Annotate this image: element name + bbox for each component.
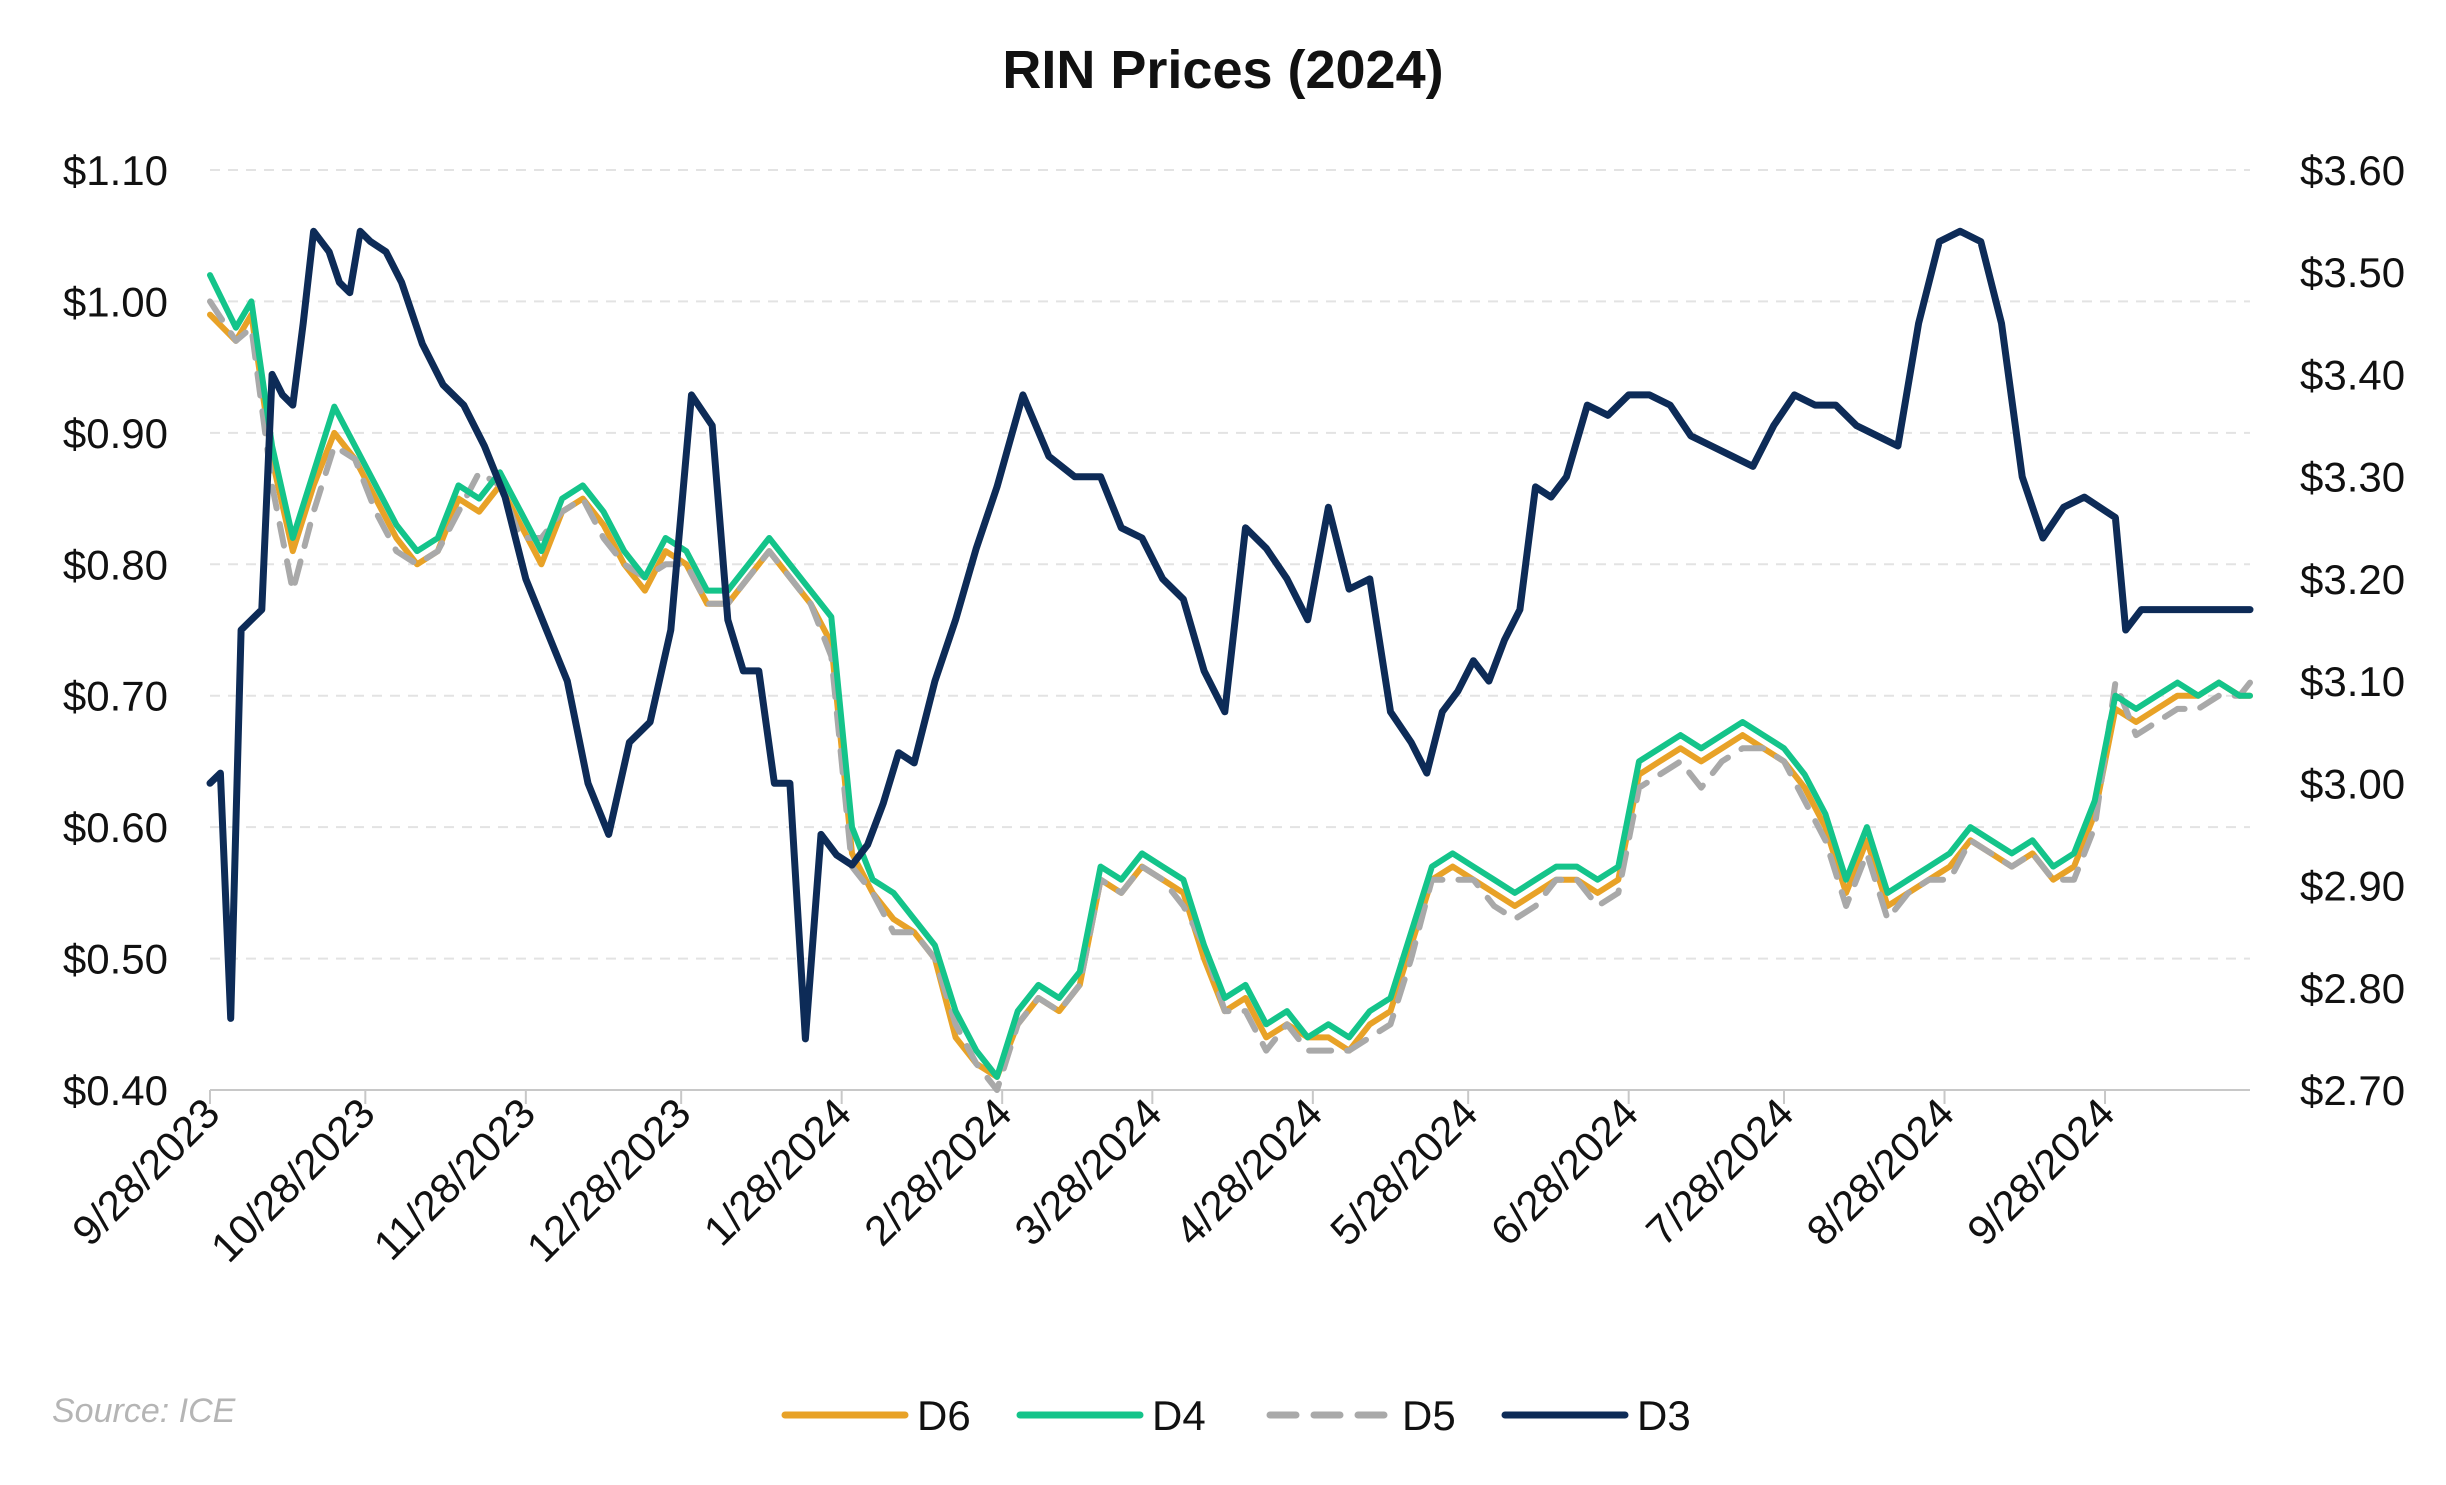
left-tick-label: $0.70 (63, 673, 168, 720)
left-y-axis: $0.40 $0.50 $0.60 $0.70 $0.80 $0.90 $1.00 $1.10 (63, 147, 168, 1114)
left-tick-label: $1.10 (63, 147, 168, 194)
x-tick-label: 12/28/2023 (518, 1089, 700, 1271)
right-tick-label: $3.10 (2300, 658, 2405, 705)
x-tick-label: 10/28/2023 (202, 1089, 384, 1271)
left-tick-label: $0.60 (63, 804, 168, 851)
chart-title: RIN Prices (2024) (1002, 40, 1443, 100)
right-tick-label: $3.00 (2300, 760, 2405, 807)
legend: D6 D4 D5 D3 (785, 1392, 1691, 1439)
right-tick-label: $3.20 (2300, 556, 2405, 603)
x-tick-label: 8/28/2024 (1798, 1089, 1963, 1254)
x-tick-label: 4/28/2024 (1166, 1089, 1331, 1254)
legend-label-d4: D4 (1152, 1392, 1206, 1439)
x-tick-label: 1/28/2024 (695, 1089, 860, 1254)
left-tick-label: $0.50 (63, 936, 168, 983)
x-tick-label: 11/28/2023 (365, 1089, 545, 1269)
legend-label-d3: D3 (1637, 1392, 1691, 1439)
series-line-d3 (210, 231, 2250, 1039)
legend-label-d6: D6 (917, 1392, 971, 1439)
legend-label-d5: D5 (1402, 1392, 1456, 1439)
left-tick-label: $0.80 (63, 541, 168, 588)
right-tick-label: $3.50 (2300, 249, 2405, 296)
x-tick-label: 9/28/2024 (1958, 1089, 2123, 1254)
right-tick-label: $2.80 (2300, 965, 2405, 1012)
source-note: Source: ICE (52, 1392, 236, 1430)
x-tick-label: 5/28/2024 (1321, 1089, 1486, 1254)
right-tick-label: $2.70 (2300, 1067, 2405, 1114)
right-tick-label: $3.30 (2300, 454, 2405, 501)
x-tick-label: 3/28/2024 (1005, 1089, 1170, 1254)
right-tick-label: $3.40 (2300, 351, 2405, 398)
x-tick-label: 7/28/2024 (1637, 1089, 1802, 1254)
right-tick-label: $2.90 (2300, 863, 2405, 910)
series-lines (210, 231, 2250, 1090)
left-tick-label: $0.40 (63, 1067, 168, 1114)
x-tick-label: 2/28/2024 (855, 1089, 1020, 1254)
right-tick-label: $3.60 (2300, 147, 2405, 194)
right-y-axis: $2.70 $2.80 $2.90 $3.00 $3.10 $3.20 $3.30 $3.40… (2300, 147, 2405, 1114)
left-tick-label: $1.00 (63, 278, 168, 325)
x-tick-label: 6/28/2024 (1482, 1089, 1647, 1254)
rin-prices-chart: RIN Prices (2024) $0.40$0.50$0.60$0.70$0… (0, 0, 2446, 1485)
left-tick-label: $0.90 (63, 410, 168, 457)
gridlines (210, 170, 2250, 959)
x-axis: 9/28/202310/28/202311/28/202312/28/20231… (63, 1089, 2123, 1271)
